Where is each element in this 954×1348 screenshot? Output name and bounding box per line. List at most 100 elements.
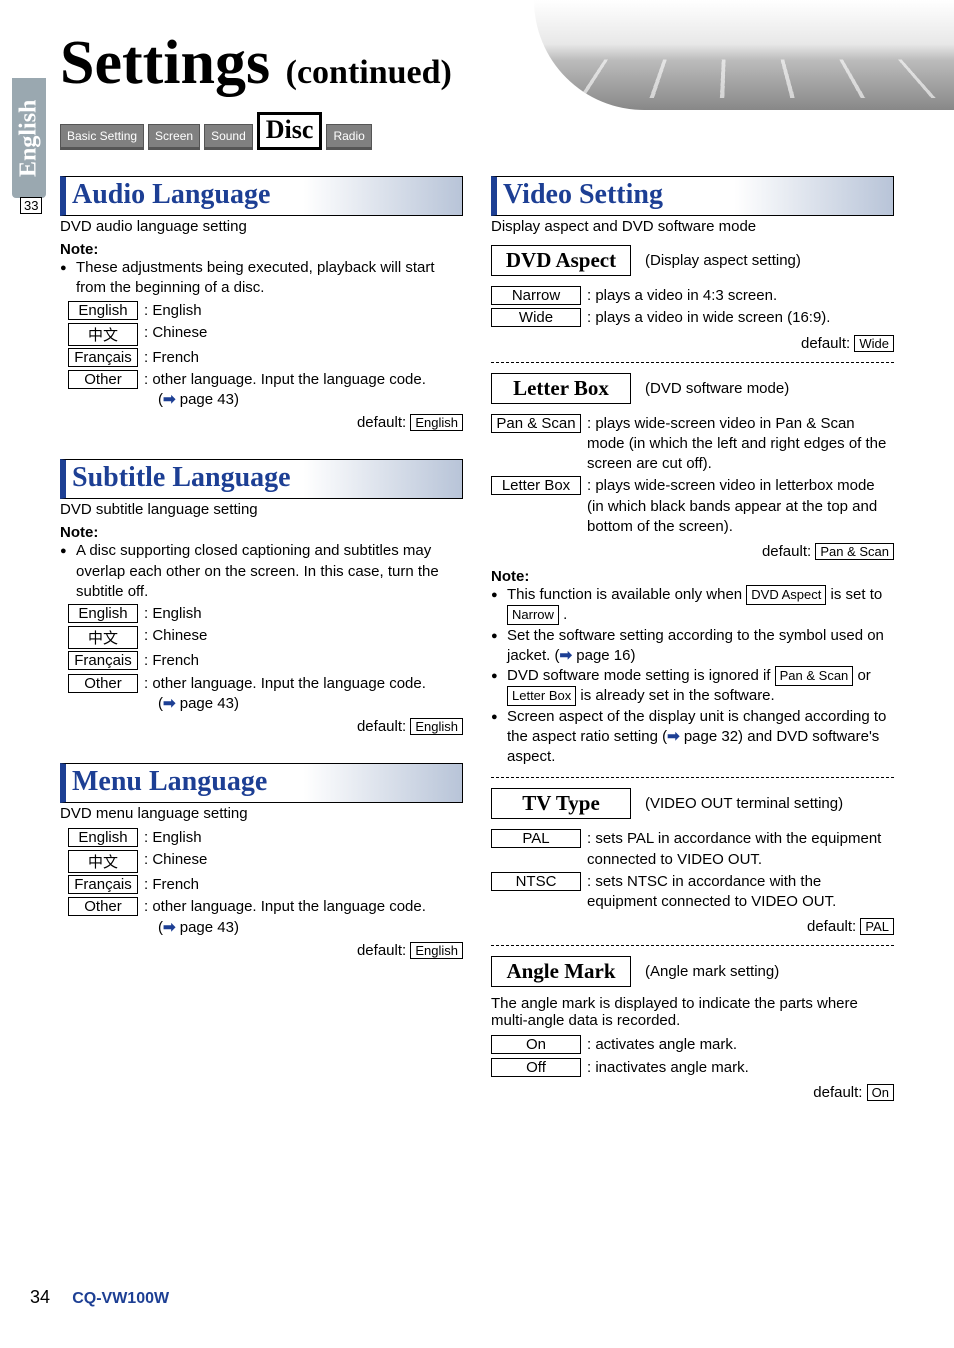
subtitle-desc-french: : French: [144, 651, 199, 671]
audio-note-1: These adjustments being executed, playba…: [60, 258, 463, 299]
subtitle-opt-chinese: 中文: [68, 626, 138, 649]
subtitle-note-label: Note:: [60, 524, 463, 541]
menu-desc-chinese: : Chinese: [144, 850, 207, 870]
header-banner: [534, 0, 954, 110]
aspect-opt-wide: Wide: [491, 308, 581, 327]
menu-desc-other: : other language. Input the language cod…: [144, 897, 426, 917]
tab-screen[interactable]: Screen: [148, 124, 200, 150]
menu-opt-chinese: 中文: [68, 850, 138, 873]
menu-default-value: English: [410, 942, 463, 959]
aspect-default-value: Wide: [854, 335, 894, 352]
audio-opt-other: Other: [68, 370, 138, 389]
subtitle-default-value: English: [410, 718, 463, 735]
letter-box-desc: (DVD software mode): [645, 380, 789, 397]
video-note-3c: is already set in the software.: [576, 687, 774, 704]
subtitle-page-ref: (➡ page 43): [68, 694, 463, 712]
video-note-2: Set the software setting according to th…: [491, 626, 894, 667]
title-continued: (continued): [286, 54, 452, 91]
video-note-1a: This function is available only when: [507, 586, 746, 603]
audio-page-ref: (➡ page 43): [68, 390, 463, 408]
footer-model: CQ-VW100W: [72, 1290, 169, 1307]
separator: [491, 362, 894, 363]
menu-language-sub: DVD menu language setting: [60, 805, 463, 822]
aspect-default: default: Wide: [491, 335, 894, 352]
tv-default-label: default:: [807, 918, 856, 935]
lb-opt-letterbox: Letter Box: [491, 476, 581, 495]
audio-opt-chinese: 中文: [68, 323, 138, 346]
menu-opt-english: English: [68, 828, 138, 847]
tv-type-desc: (VIDEO OUT terminal setting): [645, 795, 843, 812]
menu-default: default: English: [60, 942, 463, 959]
dvd-aspect-desc: (Display aspect setting): [645, 252, 801, 269]
video-note-3a: DVD software mode setting is ignored if: [507, 667, 775, 684]
tv-type-head: TV Type: [491, 788, 631, 819]
title-main: Settings: [60, 29, 270, 97]
letter-box-head: Letter Box: [491, 373, 631, 404]
audio-opt-french: Français: [68, 348, 138, 367]
audio-page-ref-text: page 43): [180, 391, 239, 408]
audio-language-sub: DVD audio language setting: [60, 218, 463, 235]
tv-default: default: PAL: [491, 918, 894, 935]
menu-page-ref: (➡ page 43): [68, 918, 463, 936]
video-note-3-box1: Pan & Scan: [775, 666, 854, 686]
video-note-3: DVD software mode setting is ignored if …: [491, 666, 894, 707]
tv-opt-pal: PAL: [491, 829, 581, 848]
subtitle-opt-other: Other: [68, 674, 138, 693]
video-setting-sub: Display aspect and DVD software mode: [491, 218, 894, 235]
audio-desc-english: : English: [144, 301, 202, 321]
tab-basic-setting[interactable]: Basic Setting: [60, 124, 144, 150]
subtitle-language-heading: Subtitle Language: [60, 459, 463, 499]
aspect-desc-narrow: : plays a video in 4:3 screen.: [587, 286, 777, 306]
page-title: Settings (continued): [60, 28, 452, 99]
subtitle-default-label: default:: [357, 718, 406, 735]
separator: [491, 945, 894, 946]
separator: [491, 777, 894, 778]
angle-opt-on: On: [491, 1035, 581, 1054]
tab-sound[interactable]: Sound: [204, 124, 253, 150]
lb-desc-letterbox: : plays wide-screen video in letterbox m…: [587, 476, 894, 537]
angle-default-value: On: [867, 1084, 894, 1101]
angle-default: default: On: [491, 1084, 894, 1101]
tv-desc-pal: : sets PAL in accordance with the equipm…: [587, 829, 894, 870]
audio-default: default: English: [60, 414, 463, 431]
angle-desc-on: : activates angle mark.: [587, 1035, 737, 1055]
angle-desc-off: : inactivates angle mark.: [587, 1058, 749, 1078]
menu-opt-other: Other: [68, 897, 138, 916]
video-setting-heading: Video Setting: [491, 176, 894, 216]
video-note-4: Screen aspect of the display unit is cha…: [491, 707, 894, 768]
aspect-opt-narrow: Narrow: [491, 286, 581, 305]
side-page-number: 33: [20, 197, 42, 214]
video-note-label: Note:: [491, 568, 894, 585]
menu-desc-french: : French: [144, 875, 199, 895]
lb-opt-pan: Pan & Scan: [491, 414, 581, 433]
tab-radio[interactable]: Radio: [326, 124, 371, 150]
angle-mark-desc: (Angle mark setting): [645, 963, 779, 980]
lb-default-value: Pan & Scan: [815, 543, 894, 560]
audio-default-label: default:: [357, 414, 406, 431]
tv-opt-ntsc: NTSC: [491, 872, 581, 891]
audio-default-value: English: [410, 414, 463, 431]
aspect-default-label: default:: [801, 335, 850, 352]
subtitle-desc-chinese: : Chinese: [144, 626, 207, 646]
angle-mark-head: Angle Mark: [491, 956, 631, 987]
page-footer: 34 CQ-VW100W: [30, 1287, 169, 1308]
video-note-3-box2: Letter Box: [507, 686, 576, 706]
subtitle-note-1: A disc supporting closed captioning and …: [60, 541, 463, 602]
aspect-desc-wide: : plays a video in wide screen (16:9).: [587, 308, 830, 328]
footer-page-number: 34: [30, 1287, 50, 1307]
subtitle-opt-french: Français: [68, 651, 138, 670]
tab-disc-active[interactable]: Disc: [257, 112, 323, 150]
video-note-1-box1: DVD Aspect: [746, 585, 826, 605]
subtitle-page-ref-text: page 43): [180, 695, 239, 712]
subtitle-language-sub: DVD subtitle language setting: [60, 501, 463, 518]
video-note-1b: is set to: [826, 586, 882, 603]
subtitle-opt-english: English: [68, 604, 138, 623]
tv-default-value: PAL: [860, 918, 894, 935]
language-side-tab: English: [12, 78, 46, 198]
right-column: Video Setting Display aspect and DVD sof…: [491, 158, 894, 1238]
video-note-1-box2: Narrow: [507, 605, 559, 625]
lb-default: default: Pan & Scan: [491, 543, 894, 560]
subtitle-desc-other: : other language. Input the language cod…: [144, 674, 426, 694]
angle-opt-off: Off: [491, 1058, 581, 1077]
angle-mark-text: The angle mark is displayed to indicate …: [491, 995, 894, 1029]
